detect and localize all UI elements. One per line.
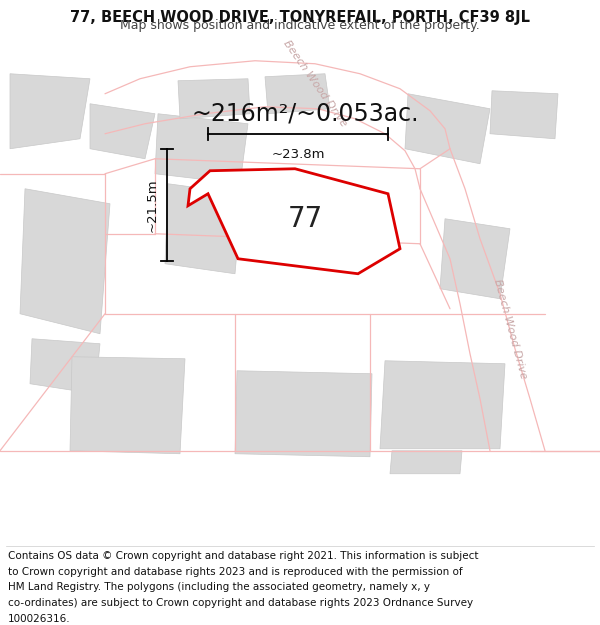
Text: Beech Wood Drive: Beech Wood Drive xyxy=(492,278,528,380)
Polygon shape xyxy=(440,219,510,299)
Text: ~23.8m: ~23.8m xyxy=(271,148,325,161)
Polygon shape xyxy=(235,371,372,457)
Polygon shape xyxy=(10,74,90,149)
Text: 100026316.: 100026316. xyxy=(8,614,70,624)
Text: ~21.5m: ~21.5m xyxy=(146,178,159,231)
Text: co-ordinates) are subject to Crown copyright and database rights 2023 Ordnance S: co-ordinates) are subject to Crown copyr… xyxy=(8,598,473,608)
Polygon shape xyxy=(70,357,185,454)
Polygon shape xyxy=(405,94,490,164)
Text: 77: 77 xyxy=(287,205,323,232)
Polygon shape xyxy=(390,451,462,474)
Polygon shape xyxy=(155,114,248,184)
Text: HM Land Registry. The polygons (including the associated geometry, namely x, y: HM Land Registry. The polygons (includin… xyxy=(8,582,430,592)
Text: 77, BEECH WOOD DRIVE, TONYREFAIL, PORTH, CF39 8JL: 77, BEECH WOOD DRIVE, TONYREFAIL, PORTH,… xyxy=(70,10,530,25)
Polygon shape xyxy=(0,479,600,529)
Polygon shape xyxy=(265,74,330,114)
Polygon shape xyxy=(30,339,100,394)
Polygon shape xyxy=(490,91,558,139)
Polygon shape xyxy=(120,219,420,364)
Polygon shape xyxy=(178,79,250,119)
Text: Map shows position and indicative extent of the property.: Map shows position and indicative extent… xyxy=(120,19,480,31)
Polygon shape xyxy=(165,184,242,274)
Text: Beech Wood Drive: Beech Wood Drive xyxy=(281,39,349,129)
Polygon shape xyxy=(188,169,400,274)
Polygon shape xyxy=(90,104,155,159)
Polygon shape xyxy=(380,361,505,449)
Text: to Crown copyright and database rights 2023 and is reproduced with the permissio: to Crown copyright and database rights 2… xyxy=(8,567,463,577)
Polygon shape xyxy=(20,189,110,334)
Text: ~216m²/~0.053ac.: ~216m²/~0.053ac. xyxy=(191,102,419,126)
Text: Contains OS data © Crown copyright and database right 2021. This information is : Contains OS data © Crown copyright and d… xyxy=(8,551,478,561)
